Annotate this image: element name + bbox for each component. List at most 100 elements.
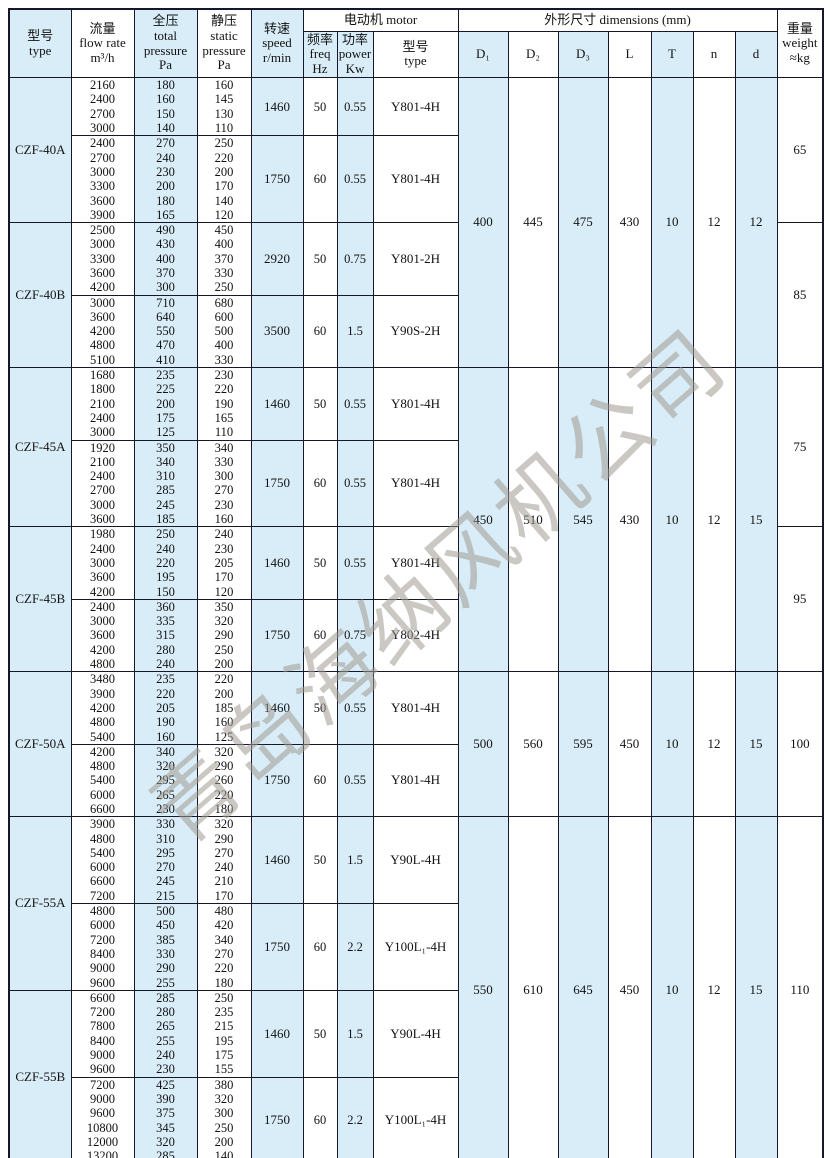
speed-cell: 1750 bbox=[250, 598, 304, 673]
flow-cell: 2500 3000 3300 3600 4200 bbox=[70, 222, 135, 296]
speed-cell: 1750 bbox=[250, 903, 304, 991]
model-cell: CZF-55A bbox=[8, 816, 72, 991]
weight-cell: 65 bbox=[776, 77, 824, 224]
flow-cell: 4800 6000 7200 8400 9000 9600 bbox=[70, 903, 135, 991]
freq-cell: 50 bbox=[302, 526, 338, 600]
header-d3: D₃ bbox=[557, 30, 609, 79]
dim-cell: 645 bbox=[557, 816, 609, 1158]
dim-cell: 12 bbox=[692, 816, 736, 1158]
total-pressure-cell: 250 240 220 195 150 bbox=[133, 526, 198, 600]
power-cell: 1.5 bbox=[336, 989, 374, 1078]
weight-cell: 110 bbox=[776, 816, 824, 1158]
speed-cell: 2920 bbox=[250, 222, 304, 296]
total-pressure-cell: 235 220 205 190 160 bbox=[133, 671, 198, 745]
motor-type-cell: Y100L₁-4H bbox=[372, 1076, 459, 1158]
table-row: 3000 3600 4200 4800 5100 710 640 550 470 … bbox=[9, 294, 823, 369]
dim-cell: 550 bbox=[457, 816, 509, 1158]
static-pressure-cell: 160 145 130 110 bbox=[196, 77, 252, 137]
freq-cell: 50 bbox=[302, 367, 338, 441]
total-pressure-cell: 180 160 150 140 bbox=[133, 77, 198, 137]
table-row: CZF-40A 2160 2400 2700 3000 180 160 150 14… bbox=[8, 77, 824, 369]
total-pressure-cell: 270 240 230 200 180 165 bbox=[133, 135, 198, 224]
table-row: CZF-45A 1680 1800 2100 2400 3000 235 225 2… bbox=[8, 367, 824, 673]
power-cell: 1.5 bbox=[336, 816, 374, 905]
total-pressure-cell: 710 640 550 470 410 bbox=[133, 294, 198, 369]
table-row: 2400 2700 3000 3300 3600 3900 270 240 230… bbox=[9, 135, 823, 224]
freq-cell: 60 bbox=[302, 903, 338, 991]
header-weight: 重量 weight ≈kg bbox=[776, 8, 824, 79]
static-pressure-cell: 250 235 215 195 175 155 bbox=[196, 989, 252, 1078]
header-flow-rate: 流量 flow rate m³/h bbox=[70, 8, 135, 79]
header-static-pressure: 静压 static pressure Pa bbox=[196, 8, 252, 79]
total-pressure-cell: 490 430 400 370 300 bbox=[133, 222, 198, 296]
table-row: 7200 9000 9600 10800 12000 13200 425 390 … bbox=[9, 1076, 823, 1158]
total-pressure-cell: 350 340 310 285 245 185 bbox=[133, 439, 198, 528]
static-pressure-cell: 220 200 185 160 125 bbox=[196, 671, 252, 745]
dim-cell: 450 bbox=[457, 367, 509, 673]
dim-cell: 545 bbox=[557, 367, 609, 673]
table-row: CZF-55B 6600 7200 7800 8400 9000 9600 285 … bbox=[8, 989, 823, 1158]
header-motor-group: 电动机 motor bbox=[302, 8, 459, 32]
header-L: L bbox=[607, 30, 652, 79]
total-pressure-cell: 285 280 265 255 240 230 bbox=[133, 989, 198, 1078]
static-pressure-cell: 380 320 300 250 200 140 bbox=[196, 1076, 252, 1158]
dim-cell: 12 bbox=[734, 77, 778, 369]
static-pressure-cell: 320 290 260 220 180 bbox=[196, 743, 252, 818]
flow-cell: 1680 1800 2100 2400 3000 bbox=[70, 367, 135, 441]
dim-cell: 15 bbox=[734, 367, 778, 673]
speed-cell: 1460 bbox=[250, 816, 304, 905]
power-cell: 0.75 bbox=[336, 222, 374, 296]
header-T: T bbox=[650, 30, 694, 79]
motor-type-cell: Y90S-2H bbox=[372, 294, 459, 369]
dim-cell: 475 bbox=[557, 77, 609, 369]
power-cell: 0.55 bbox=[336, 367, 374, 441]
motor-type-cell: Y90L-4H bbox=[372, 816, 459, 905]
dim-cell: 500 bbox=[457, 671, 509, 818]
motor-type-cell: Y801-2H bbox=[372, 222, 459, 296]
static-pressure-cell: 450 400 370 330 250 bbox=[196, 222, 252, 296]
weight-cell: 100 bbox=[776, 671, 824, 818]
spec-table: 型号 type 流量 flow rate m³/h 全压 total press… bbox=[8, 8, 825, 1158]
dim-cell: 12 bbox=[692, 671, 736, 818]
dim-cell: 510 bbox=[507, 367, 559, 673]
motor-type-cell: Y801-4H bbox=[372, 439, 459, 528]
model-cell: CZF-40B bbox=[8, 222, 72, 369]
freq-cell: 50 bbox=[302, 77, 338, 137]
header-total-pressure: 全压 total pressure Pa bbox=[133, 8, 198, 79]
speed-cell: 1750 bbox=[250, 439, 304, 528]
static-pressure-cell: 230 220 190 165 110 bbox=[196, 367, 252, 441]
table-row: 2400 3000 3600 4200 4800 360 335 315 280 … bbox=[9, 598, 823, 673]
motor-type-cell: Y801-4H bbox=[372, 77, 459, 137]
freq-cell: 60 bbox=[302, 1076, 338, 1158]
power-cell: 0.55 bbox=[336, 439, 374, 528]
speed-cell: 1460 bbox=[250, 367, 304, 441]
power-cell: 2.2 bbox=[336, 1076, 374, 1158]
table-row: CZF-40B 2500 3000 3300 3600 4200 490 430 4… bbox=[8, 222, 824, 369]
table-header: 型号 type 流量 flow rate m³/h 全压 total press… bbox=[8, 8, 824, 79]
flow-cell: 3900 4800 5400 6000 6600 7200 bbox=[70, 816, 135, 905]
spec-table-body: CZF-40A 2160 2400 2700 3000 180 160 150 14… bbox=[8, 77, 824, 1158]
speed-cell: 1750 bbox=[250, 1076, 304, 1158]
freq-cell: 50 bbox=[302, 989, 338, 1078]
speed-cell: 1750 bbox=[250, 135, 304, 224]
flow-cell: 4200 4800 5400 6000 6600 bbox=[70, 743, 135, 818]
dim-cell: 430 bbox=[607, 77, 652, 369]
static-pressure-cell: 350 320 290 250 200 bbox=[196, 598, 252, 673]
static-pressure-cell: 250 220 200 170 140 120 bbox=[196, 135, 252, 224]
header-speed: 转速 speed r/min bbox=[250, 8, 304, 79]
power-cell: 0.55 bbox=[336, 671, 374, 745]
speed-cell: 1460 bbox=[250, 77, 304, 137]
static-pressure-cell: 480 420 340 270 220 180 bbox=[196, 903, 252, 991]
dim-cell: 595 bbox=[557, 671, 609, 818]
header-d1: D₁ bbox=[457, 30, 509, 79]
header-n: n bbox=[692, 30, 736, 79]
header-dimensions-group: 外形尺寸 dimensions (mm) bbox=[457, 8, 778, 32]
motor-type-cell: Y801-4H bbox=[372, 671, 459, 745]
flow-cell: 6600 7200 7800 8400 9000 9600 bbox=[70, 989, 135, 1078]
total-pressure-cell: 500 450 385 330 290 255 bbox=[133, 903, 198, 991]
model-cell: CZF-45A bbox=[8, 367, 72, 528]
dim-cell: 400 bbox=[457, 77, 509, 369]
header-type: 型号 type bbox=[8, 8, 72, 79]
power-cell: 0.75 bbox=[336, 598, 374, 673]
